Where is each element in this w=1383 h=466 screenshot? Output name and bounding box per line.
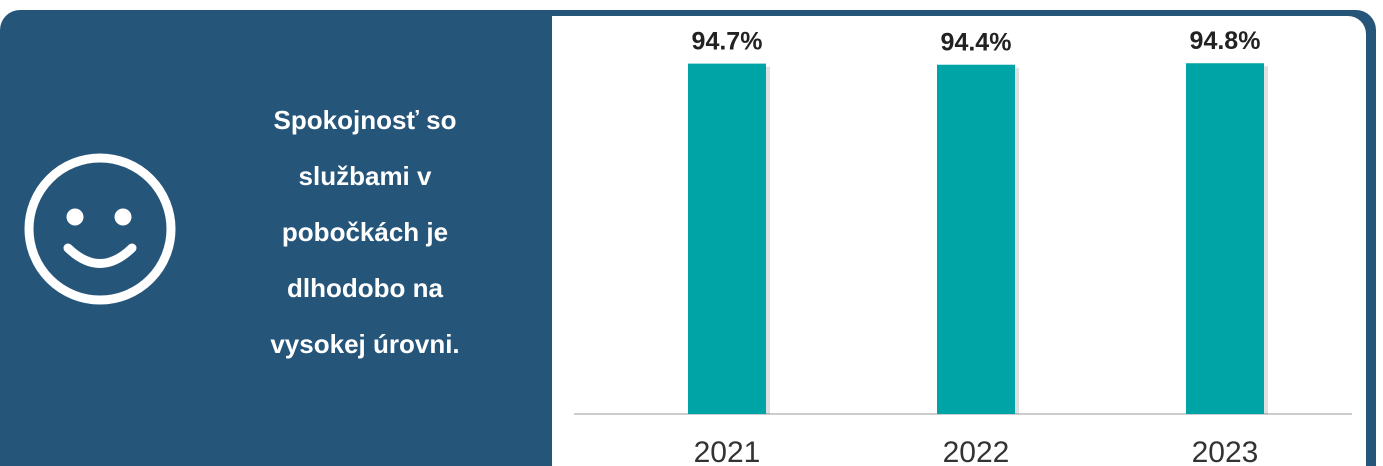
chart-panel: 94.7% 2021 94.4% 2022 94.8% 2023 [552, 16, 1366, 466]
headline-line-5: vysokej úrovni. [270, 329, 460, 359]
x-tick-label-2021: 2021 [694, 436, 761, 466]
x-tick-label-2022: 2022 [943, 436, 1010, 466]
data-label-2022: 94.4% [941, 29, 1012, 57]
bar-2021 [688, 63, 766, 415]
headline-line-4: dlhodobo na [287, 273, 443, 303]
headline-line-3: pobočkách je [281, 217, 449, 247]
headline-line-1: Spokojnosť so [273, 105, 457, 135]
bar-2023 [1186, 63, 1264, 415]
bar-chart: 94.7% 2021 94.4% 2022 94.8% 2023 [574, 27, 1352, 466]
bar-2022 [937, 64, 1015, 414]
smiley-face-icon [24, 153, 176, 305]
headline-text: Spokojnosť so službami v pobočkách je dl… [215, 92, 515, 372]
data-label-2021: 94.7% [692, 28, 763, 56]
left-panel: Spokojnosť so službami v pobočkách je dl… [0, 10, 552, 466]
summary-card: Spokojnosť so službami v pobočkách je dl… [0, 10, 1376, 466]
headline-line-2: službami v [298, 161, 432, 191]
x-tick-label-2023: 2023 [1192, 436, 1259, 466]
data-label-2023: 94.8% [1190, 27, 1261, 55]
